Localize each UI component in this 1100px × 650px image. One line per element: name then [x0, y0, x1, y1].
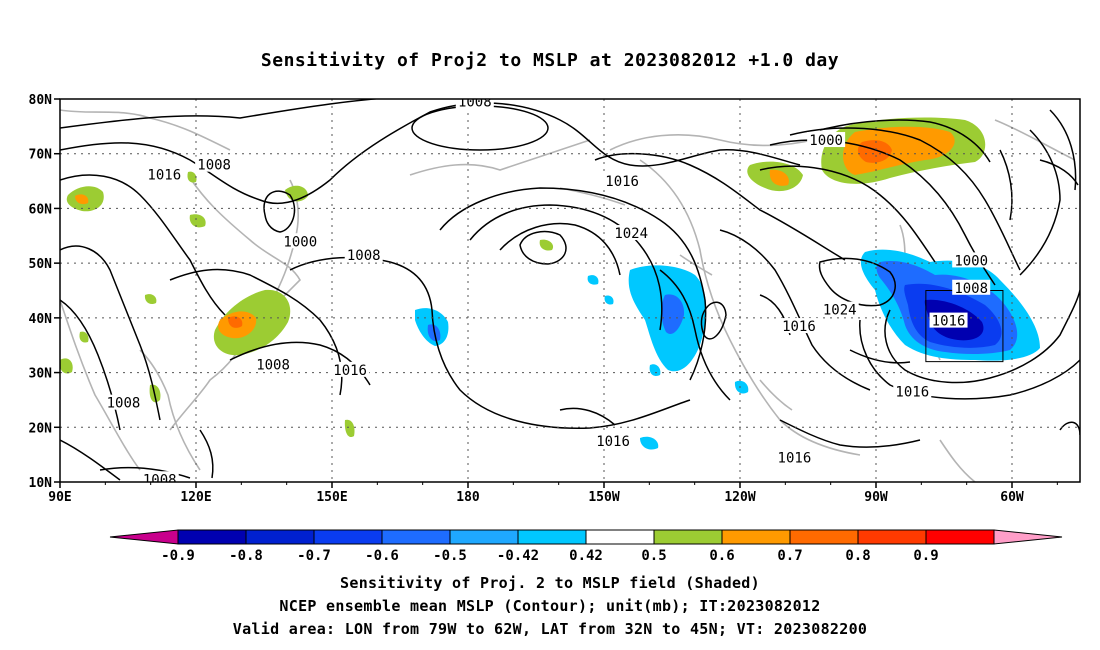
contour-label: 1000 — [809, 133, 843, 149]
lon-label: 60W — [1000, 490, 1024, 505]
lon-label: 90W — [864, 490, 888, 505]
contour-label-bg — [893, 383, 932, 399]
colorbar-swatch — [449, 529, 519, 545]
contour-label: 1008 — [954, 281, 988, 297]
colorbar-label: 0.5 — [641, 548, 666, 564]
gridlines — [60, 99, 1080, 482]
lat-label: 60N — [29, 202, 53, 217]
contour-label: 1008 — [197, 158, 231, 174]
contour-label: 1008 — [458, 95, 492, 111]
contour-label: 1024 — [614, 226, 648, 242]
contour-label-bg — [952, 252, 991, 268]
map-border — [59, 98, 1081, 483]
lat-label: 30N — [29, 367, 53, 382]
caption-contour: NCEP ensemble mean MSLP (Contour); unit(… — [279, 597, 821, 615]
colorbar-label: 0.42 — [569, 548, 603, 564]
colorbar-swatch — [381, 529, 451, 545]
lat-label: 50N — [29, 257, 53, 272]
lat-label: 10N — [29, 476, 53, 491]
contour-labels: 1008 1016 1008 1000 1008 1016 1024 1000 1000 1008… — [104, 95, 991, 488]
contour-label-bg — [140, 471, 179, 482]
map-title: Sensitivity of Proj2 to MSLP at 20230820… — [260, 50, 840, 71]
contour-label: 1016 — [605, 174, 639, 190]
contour-label-bg — [195, 156, 234, 172]
contour-label-bg — [594, 432, 633, 448]
caption-shaded: Sensitivity of Proj. 2 to MSLP field (Sh… — [340, 574, 760, 592]
colorbar-label: -0.42 — [497, 548, 539, 564]
contour-label: 1008 — [256, 357, 290, 373]
contour-label-bg — [254, 356, 293, 372]
colorbar-swatch — [925, 529, 995, 545]
caption-valid-area: Valid area: LON from 79W to 62W, LAT fro… — [232, 620, 868, 638]
contour-label-bg — [779, 318, 818, 334]
lat-label: 80N — [29, 93, 53, 108]
contour-label: 1016 — [333, 363, 367, 379]
lon-label: 180 — [456, 490, 480, 505]
colorbar-label: 0.6 — [709, 548, 734, 564]
contour-label-bg — [344, 246, 383, 262]
lat-label: 70N — [29, 148, 53, 163]
contour-label-bg — [603, 173, 642, 189]
lon-label: 150W — [588, 490, 619, 505]
contour-label-bg — [104, 394, 143, 410]
contour-label-bg — [612, 225, 651, 241]
colorbar-low-triangle — [109, 529, 179, 545]
contour-label: 1016 — [932, 314, 966, 330]
contour-label-bg — [807, 132, 846, 148]
contour-label-bg — [281, 233, 320, 249]
colorbar-label: -0.7 — [297, 548, 331, 564]
colorbar-swatch — [721, 529, 791, 545]
contour-label: 1008 — [143, 472, 177, 488]
colorbar-label: -0.5 — [433, 548, 467, 564]
colorbar-swatch — [517, 529, 587, 545]
lon-label: 120E — [180, 490, 211, 505]
colorbar-swatch — [789, 529, 859, 545]
contour-label-bg — [775, 449, 814, 465]
colorbar-swatch — [585, 529, 655, 545]
lat-label: 40N — [29, 312, 53, 327]
colorbar-label: 0.9 — [913, 548, 938, 564]
lon-label: 120W — [724, 490, 755, 505]
contour-label: 1008 — [107, 396, 141, 412]
colorbar-swatch — [313, 529, 383, 545]
positive-sensitivity-shading — [60, 117, 986, 438]
contour-label: 1016 — [895, 385, 929, 401]
contour-label: 1016 — [778, 450, 812, 466]
contour-label-bg — [929, 312, 968, 328]
contour-label: 1016 — [782, 319, 816, 335]
colorbar-label: -0.9 — [161, 548, 195, 564]
contour-label-bg — [952, 279, 991, 295]
contour-label-bg — [820, 301, 859, 317]
colorbar-swatch — [177, 529, 247, 545]
contour-label: 1008 — [347, 248, 381, 264]
colorbar: -0.9 -0.8 -0.7 -0.6 -0.5 -0.42 0.42 0.5 0.6 0.7 0.… — [109, 529, 1063, 564]
colorbar-swatch — [653, 529, 723, 545]
contour-label: 1016 — [147, 168, 181, 184]
contour-label-bg — [331, 361, 370, 377]
colorbar-label: 0.8 — [845, 548, 870, 564]
colorbar-high-triangle — [993, 529, 1063, 545]
contour-label-bg — [455, 99, 494, 109]
contour-label: 1000 — [283, 234, 317, 250]
contour-label: 1024 — [823, 303, 857, 319]
lon-label: 150E — [316, 490, 347, 505]
colorbar-label: -0.6 — [365, 548, 399, 564]
colorbar-swatch — [857, 529, 927, 545]
lon-label: 90E — [48, 490, 71, 505]
lat-label: 20N — [29, 421, 53, 436]
colorbar-label: -0.8 — [229, 548, 263, 564]
negative-sensitivity-shading — [415, 249, 1040, 450]
contour-label-bg — [145, 166, 184, 182]
contour-label: 1016 — [596, 434, 630, 450]
mslp-contours — [60, 99, 1080, 481]
colorbar-swatch — [245, 529, 315, 545]
colorbar-label: 0.7 — [777, 548, 802, 564]
contour-label: 1000 — [954, 253, 988, 269]
